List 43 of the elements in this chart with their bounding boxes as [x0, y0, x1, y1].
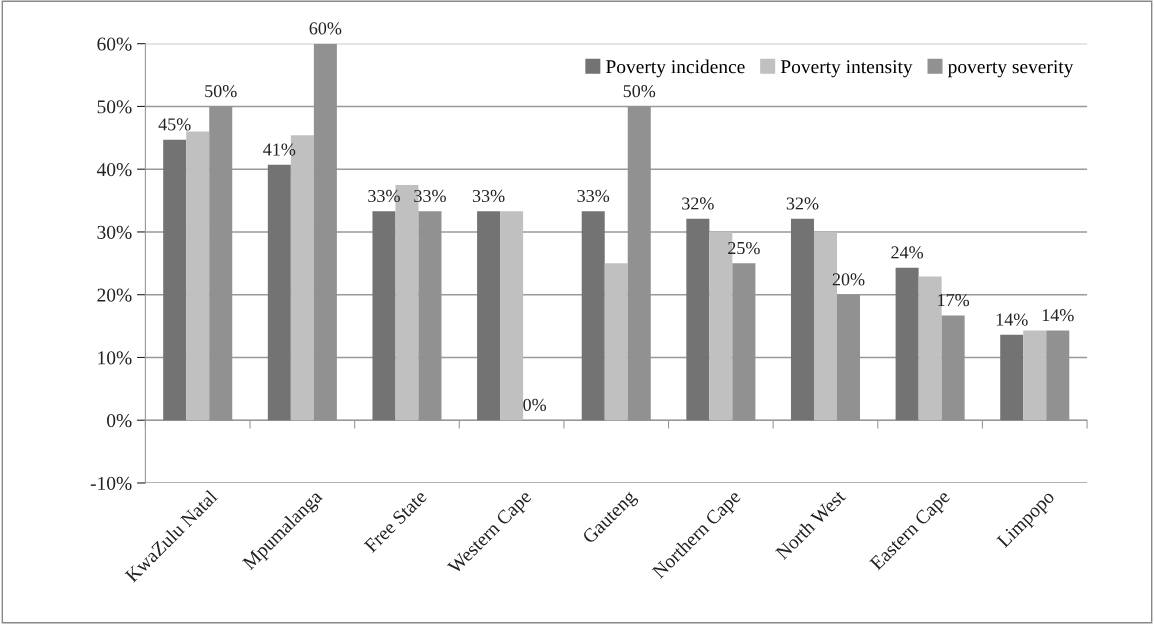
bar	[186, 131, 210, 421]
bar	[477, 211, 501, 421]
data-label: 14%	[1042, 309, 1074, 322]
bar	[790, 218, 814, 421]
data-label: 33%	[577, 189, 610, 203]
y-tick-label: 50%	[97, 100, 132, 114]
legend-label: poverty severity	[947, 60, 1074, 78]
data-label: 60%	[309, 22, 342, 35]
data-label: 33%	[414, 189, 446, 203]
legend-label: Poverty incidence	[606, 59, 745, 78]
y-tick-label: 0%	[107, 414, 132, 428]
bar	[686, 218, 710, 421]
x-tick-label: Free State	[363, 489, 428, 554]
bar	[500, 211, 524, 421]
bar	[1023, 330, 1047, 421]
y-tick-label: 30%	[97, 225, 132, 239]
data-label: 32%	[682, 197, 714, 210]
bar	[895, 267, 919, 421]
data-label: 33%	[472, 189, 505, 203]
bar	[267, 164, 291, 421]
data-label: 25%	[728, 241, 760, 255]
data-label: 50%	[623, 85, 656, 98]
data-label: 14%	[996, 313, 1028, 326]
data-label: 0%	[523, 398, 547, 412]
bar	[604, 263, 628, 421]
data-label: 41%	[263, 143, 296, 156]
y-tick-label: 20%	[97, 288, 132, 302]
data-label: 33%	[368, 189, 400, 203]
y-tick-label: 60%	[97, 37, 132, 51]
data-label: 50%	[205, 85, 237, 98]
bar	[1000, 334, 1024, 421]
bar	[163, 139, 187, 421]
y-tick-label: -10%	[90, 476, 132, 490]
y-tick-label: 40%	[96, 163, 132, 177]
bar	[372, 211, 396, 421]
data-label: 17%	[938, 294, 970, 307]
data-label: 20%	[832, 273, 865, 286]
legend-label: Poverty intensity	[780, 60, 913, 78]
data-label: 32%	[786, 197, 819, 210]
bar	[581, 211, 605, 421]
data-label: 45%	[158, 118, 191, 131]
data-label: 24%	[891, 246, 924, 259]
y-tick-label: 10%	[98, 351, 132, 365]
